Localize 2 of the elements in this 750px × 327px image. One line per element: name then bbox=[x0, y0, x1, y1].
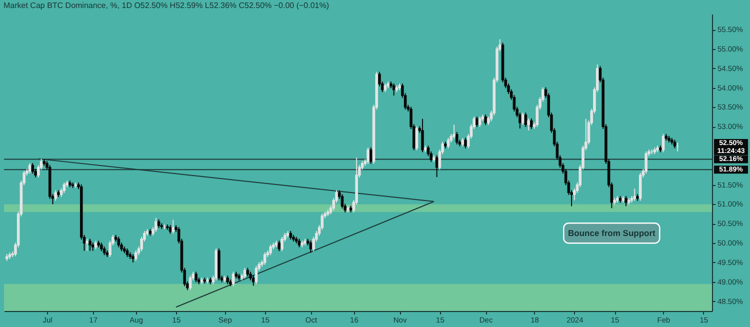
annotation: Bounce from Support bbox=[568, 228, 656, 238]
chart-title: Market Cap BTC Dominance, %, 1D O52.50% H52.59% L52.36% C52.50% −0.00 (−0.01%) bbox=[4, 1, 330, 10]
